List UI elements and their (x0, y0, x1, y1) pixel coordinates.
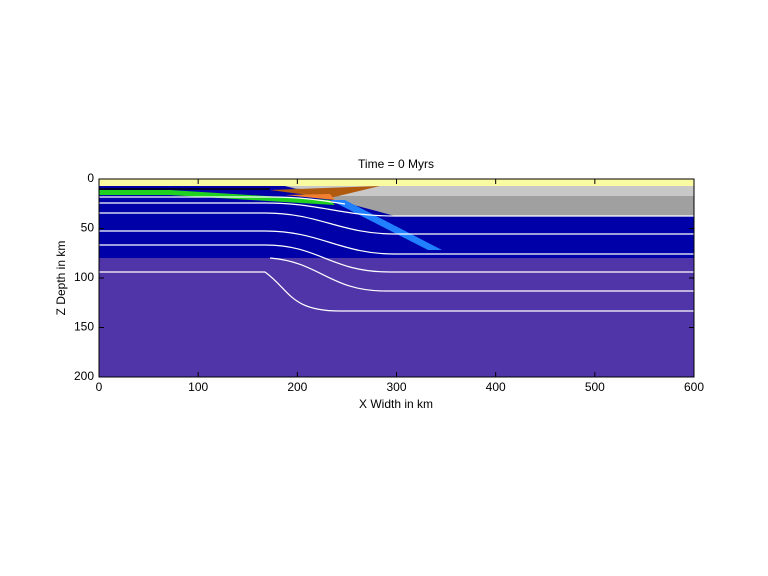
y-tick-label: 0 (87, 171, 94, 185)
x-tick-label: 100 (188, 380, 208, 394)
x-tick-label: 600 (684, 380, 704, 394)
isotherm (269, 257, 694, 292)
y-tick-label: 200 (74, 369, 94, 383)
y-axis-label: Z Depth in km (54, 241, 68, 316)
upper-crust (285, 186, 694, 196)
y-tick-label: 150 (74, 320, 94, 334)
wedge (270, 186, 380, 198)
isotherm (99, 230, 694, 255)
x-tick-label: 0 (96, 380, 103, 394)
chart-title: Time = 0 Myrs (358, 157, 434, 171)
isotherm (99, 202, 694, 217)
x-tick-label: 300 (386, 380, 406, 394)
x-tick-label: 400 (486, 380, 506, 394)
x-tick-label: 500 (585, 380, 605, 394)
orange-wedge (285, 194, 335, 200)
x-tick-label: 200 (287, 380, 307, 394)
x-axis-label: X Width in km (359, 397, 433, 411)
y-tick-label: 100 (74, 270, 94, 284)
isotherm (99, 196, 346, 205)
model-field (99, 179, 694, 377)
isotherm (99, 271, 694, 312)
isotherm (99, 212, 694, 235)
y-tick-label: 50 (81, 221, 95, 235)
slab (330, 200, 442, 250)
isotherm (99, 244, 694, 273)
